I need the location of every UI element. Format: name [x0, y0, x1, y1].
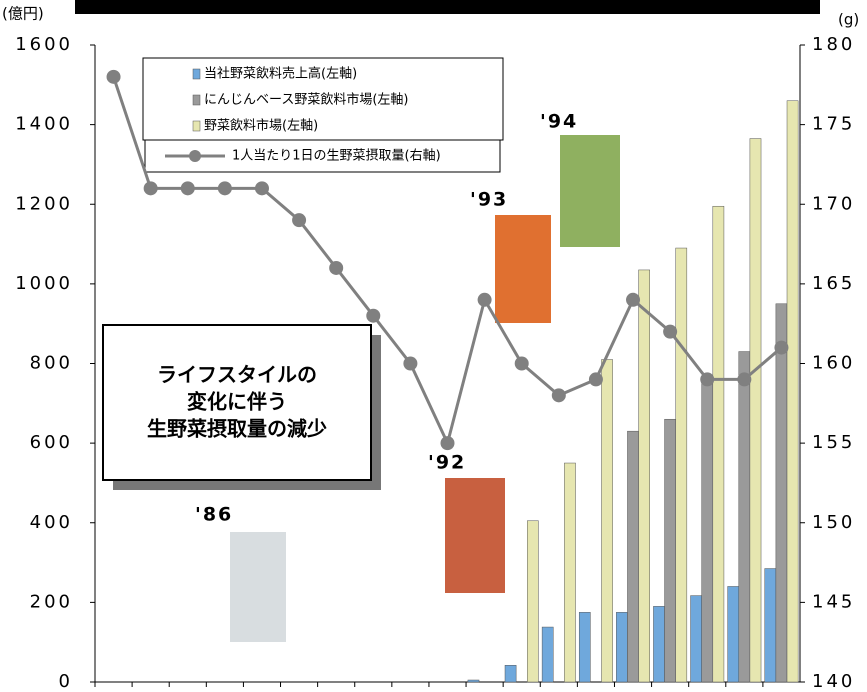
y2-tick-label: 165 — [812, 273, 855, 294]
line-marker — [774, 340, 789, 355]
line-marker — [254, 181, 269, 196]
product-image — [230, 532, 286, 642]
product-image — [560, 135, 620, 247]
product-label: '93 — [470, 189, 508, 211]
bar — [627, 430, 639, 683]
y-unit: (億円) — [2, 5, 44, 23]
bar — [504, 665, 517, 683]
y-tick-label: 0 — [59, 671, 73, 692]
bar — [653, 606, 665, 683]
bar — [701, 379, 714, 683]
product-label: '94 — [540, 111, 578, 133]
line-marker — [700, 372, 715, 387]
bar — [690, 595, 702, 683]
product-images — [230, 135, 620, 642]
bar — [638, 269, 650, 683]
legend-swatch — [192, 94, 201, 106]
bar — [564, 462, 576, 683]
line-marker — [477, 292, 492, 307]
y2-tick-label: 180 — [812, 34, 855, 55]
bar — [541, 626, 554, 683]
line-marker — [551, 388, 566, 403]
y-tick-label: 1000 — [15, 273, 73, 294]
line-marker — [217, 181, 232, 196]
y-tick-label: 1200 — [15, 193, 73, 214]
line-marker — [440, 436, 455, 451]
bar — [738, 351, 751, 683]
y-tick-label: 400 — [30, 512, 73, 533]
bar — [664, 418, 676, 683]
legend-label: 1人当たり1日の生野菜摂取量(右軸) — [232, 148, 441, 164]
product-image — [495, 215, 551, 323]
legend-label: 野菜飲料市場(左軸) — [204, 118, 318, 134]
annotation-text: 生野菜摂取量の減少 — [147, 417, 327, 441]
legend-swatch — [192, 120, 201, 132]
y-tick-label: 1400 — [15, 114, 73, 135]
line-marker — [180, 181, 195, 196]
line-marker — [329, 260, 344, 275]
annotation — [102, 324, 381, 490]
bar — [601, 359, 613, 683]
product-label: '86 — [195, 504, 233, 526]
bar — [675, 247, 688, 683]
bar — [764, 568, 777, 683]
y-tick-label: 800 — [30, 353, 73, 374]
y2-tick-label: 150 — [812, 512, 855, 533]
y-tick-label: 200 — [30, 591, 73, 612]
line-marker — [588, 372, 603, 387]
top-bar — [75, 0, 820, 14]
line-marker — [292, 213, 307, 228]
legend-swatch — [192, 68, 201, 80]
line-marker — [737, 372, 752, 387]
line-marker — [626, 292, 641, 307]
line-marker — [106, 69, 121, 84]
line-marker — [403, 356, 418, 371]
legend-line-marker — [189, 150, 201, 162]
annotation-text: 変化に伴う — [187, 390, 287, 414]
bar — [775, 303, 788, 683]
product-label: '92 — [428, 452, 466, 474]
bar — [527, 520, 539, 683]
y2-tick-label: 140 — [812, 671, 855, 692]
product-image — [445, 478, 505, 593]
y2-tick-label: 170 — [812, 193, 855, 214]
line-marker — [366, 308, 381, 323]
y2-unit: (g) — [838, 11, 859, 29]
annotation-text: ライフスタイルの — [157, 363, 317, 387]
bar — [786, 100, 799, 683]
y-tick-label: 1600 — [15, 34, 73, 55]
legend — [142, 57, 504, 141]
line-marker — [663, 324, 678, 339]
legend-label: にんじんベース野菜飲料市場(左軸) — [204, 92, 409, 108]
annotation-box — [102, 324, 372, 481]
y2-tick-label: 145 — [812, 591, 855, 612]
y-tick-label: 600 — [30, 432, 73, 453]
bar — [749, 138, 762, 683]
legend-label: 当社野菜飲料売上高(左軸) — [204, 66, 357, 82]
bar — [727, 586, 740, 683]
bar — [578, 612, 591, 683]
bar — [712, 205, 725, 683]
line-marker — [514, 356, 529, 371]
y2-tick-label: 160 — [812, 353, 855, 374]
bar — [616, 612, 628, 683]
y2-tick-label: 175 — [812, 114, 855, 135]
line-marker — [143, 181, 158, 196]
bar — [467, 679, 480, 683]
y2-tick-label: 155 — [812, 432, 855, 453]
